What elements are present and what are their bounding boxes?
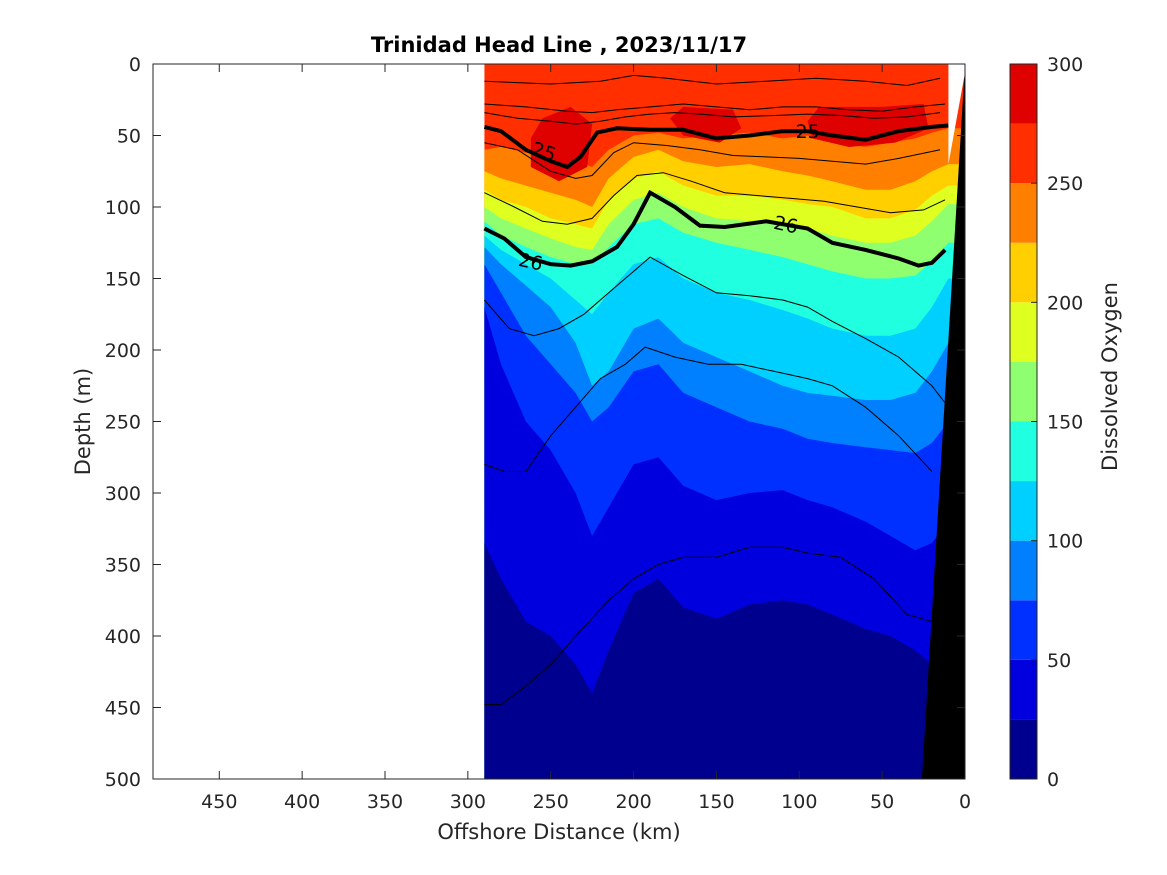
density-contours [483,74,949,706]
isopycnal-thin-3 [484,346,933,472]
contour-label-group-2: 26 [517,249,545,276]
isopycnal-thin-5 [484,74,941,87]
colorbar-segment [1010,123,1037,184]
colorbar-tick-label: 150 [1047,412,1083,434]
no-data-wedge [948,64,965,165]
contour-label-group-1: 25 [795,121,819,143]
x-tick-label: 0 [959,791,971,813]
isopycnal-thin-9 [484,172,946,225]
y-tick-label: 50 [117,126,141,148]
contour-label-25: 25 [795,121,819,143]
do-band-below-25 [484,543,965,779]
x-tick-label: 200 [615,791,651,813]
x-tick-label: 450 [201,791,237,813]
contour-label-26: 26 [772,212,800,239]
colorbar-ticks: 0 50 100 150 200 250 300 [1031,54,1083,791]
isopycnal-thin-8 [484,142,941,179]
colorbar-segment [1010,600,1037,660]
seafloor [921,64,965,779]
colorbar-segment [1010,361,1037,422]
colorbar-segment [1010,183,1037,243]
colorbar-segment [1010,64,1037,124]
colorbar-segment [1010,481,1037,541]
isopycnal-thin-6 [484,103,946,114]
colorbar-tick-label: 50 [1047,650,1071,672]
y-tick-label: 150 [105,269,141,291]
x-axis-ticks: 450 400 350 300 250 200 150 100 50 0 [201,64,971,813]
colorbar-tick-label: 200 [1047,292,1083,314]
bathymetry [921,64,965,779]
contour-label-group-3: 26 [772,212,800,239]
x-tick-label: 250 [533,791,569,813]
colorbar-tick-label: 0 [1047,769,1059,791]
colorbar-segment [1010,540,1037,601]
y-tick-label: 500 [105,769,141,791]
isopycnal-thin-7 [484,112,941,125]
plot-area [484,64,965,779]
y-tick-label: 0 [129,54,141,76]
y-tick-label: 300 [105,483,141,505]
y-tick-label: 400 [105,626,141,648]
y-tick-label: 350 [105,555,141,577]
high-oxygen-patch-0 [530,106,593,182]
chart-title: Trinidad Head Line , 2023/11/17 [371,33,747,57]
x-tick-label: 100 [781,791,817,813]
colorbar [1009,63,1038,780]
y-tick-label: 200 [105,340,141,362]
colorbar-segment [1010,302,1037,362]
x-tick-label: 50 [870,791,894,813]
x-tick-label: 350 [367,791,403,813]
colorbar-tick-label: 250 [1047,173,1083,195]
colorbar-segment [1010,421,1037,482]
colorbar-label: Dissolved Oxygen [1098,282,1122,471]
colorbar-segment [1010,242,1037,303]
y-tick-label: 250 [105,412,141,434]
colorbar-tick-label: 300 [1047,54,1083,76]
x-axis-label: Offshore Distance (km) [437,820,680,844]
x-tick-label: 300 [450,791,486,813]
x-tick-label: 150 [698,791,734,813]
y-tick-label: 100 [105,197,141,219]
colorbar-segment [1010,659,1037,720]
contour-label-26: 26 [517,249,545,276]
isopycnal-thin-4 [484,546,933,706]
y-tick-label: 450 [105,698,141,720]
isopycnal-25 [483,123,949,170]
x-tick-label: 400 [284,791,320,813]
isopycnal-26 [483,189,947,268]
colorbar-tick-label: 100 [1047,531,1083,553]
y-axis-label: Depth (m) [71,368,95,475]
isopycnal-thin-2 [484,256,949,408]
y-axis-ticks: 0 50 100 150 200 250 300 350 400 450 500 [105,54,965,791]
colorbar-segment [1010,719,1037,779]
